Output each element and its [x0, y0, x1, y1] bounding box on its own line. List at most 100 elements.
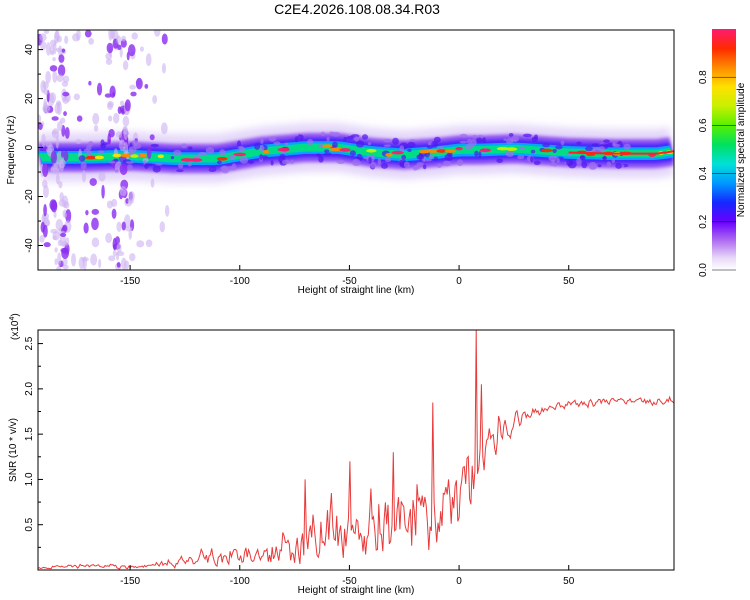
spectrogram-blob — [43, 185, 49, 198]
spectrogram-speckle — [108, 160, 116, 164]
spectrogram-speckle — [551, 159, 555, 165]
spectrogram-speckle — [368, 156, 372, 164]
spectrogram-speckle — [349, 150, 356, 157]
spectrogram-peak — [436, 149, 447, 153]
spectrogram-blob — [63, 150, 69, 162]
spectrogram-blob — [59, 160, 65, 172]
spectrogram-blob — [62, 91, 70, 97]
spectrogram-peak — [139, 153, 148, 158]
spectrogram-blob — [111, 208, 117, 219]
spectrogram-speckle — [407, 148, 412, 153]
spectrogram-blob — [91, 237, 100, 248]
spectrogram-speckle — [496, 158, 504, 163]
spectrogram-speckle — [603, 139, 610, 144]
spectrogram-speckle — [343, 136, 348, 141]
spectrogram-blob — [62, 75, 70, 83]
spectrogram-blob — [62, 224, 68, 232]
spectrogram-blob — [90, 253, 98, 266]
spectrogram-speckle — [268, 136, 276, 142]
spectrogram-blob — [65, 209, 72, 223]
spectrogram-speckle — [248, 160, 255, 164]
spectrogram-blob — [160, 122, 168, 135]
spectrogram-blob — [61, 247, 69, 260]
spectrogram-blob — [41, 133, 46, 148]
spectrogram-blob — [64, 212, 68, 218]
spectrogram-blob — [57, 35, 62, 43]
spectrogram-blob — [57, 64, 66, 77]
spectrogram-speckle — [482, 137, 486, 144]
spectrogram-speckle — [83, 148, 89, 153]
spectrogram-speckle — [567, 161, 577, 169]
spectrogram-blob — [122, 115, 130, 127]
spectrogram-speckle — [531, 136, 538, 142]
spectrogram-blob — [42, 104, 51, 113]
spectrogram-blob — [42, 224, 48, 238]
spectrogram-blob — [52, 167, 60, 175]
spectrogram-speckle — [367, 142, 372, 145]
spectrogram-speckle — [324, 149, 330, 153]
snr-x-label: Height of straight line (km) — [298, 585, 415, 596]
spectrogram-speckle — [355, 140, 365, 148]
spectrogram-blob — [52, 70, 58, 83]
spectrogram-speckle — [542, 143, 550, 148]
spectrogram-blob — [39, 235, 45, 243]
spectrogram-blob — [106, 42, 114, 54]
spectrogram-blob — [122, 60, 129, 71]
spectrogram-blob — [38, 114, 42, 123]
snr-frame — [37, 329, 675, 571]
spectrogram-speckle — [611, 158, 616, 163]
spectrogram-blob — [56, 121, 63, 131]
spectrogram-y-ticks: -40 -20 0 20 40 — [24, 44, 43, 271]
spectrogram-speckle — [423, 158, 432, 162]
spectrogram-blob — [106, 200, 113, 209]
spectrogram-heatmap — [38, 30, 674, 270]
spectrogram-speckle — [80, 161, 87, 170]
spectrogram-blob — [144, 83, 149, 89]
x-tick-label: 50 — [563, 276, 575, 287]
spectrogram-blob — [39, 33, 47, 42]
spectrogram-speckle — [127, 164, 133, 171]
spectrogram-blob — [54, 258, 58, 266]
spectrogram-blob — [58, 181, 63, 189]
y-tick-label: 2.5 — [24, 336, 35, 350]
spectrogram-speckle — [118, 144, 127, 147]
spectrogram-speckle — [548, 154, 558, 162]
spectrogram-blob — [63, 111, 67, 117]
spectrogram-blob — [60, 150, 64, 158]
spectrogram-blob — [61, 48, 66, 53]
colorbar-tick-label: 0.8 — [698, 70, 709, 84]
spectrogram-speckle — [383, 138, 392, 143]
spectrogram-blob — [58, 54, 65, 63]
x-tick-label: -150 — [120, 276, 140, 287]
spectrogram-blob — [120, 38, 127, 48]
spectrogram-speckle — [409, 139, 416, 143]
spectrogram-speckle — [187, 146, 193, 150]
spectrogram-speckle — [437, 146, 445, 150]
spectrogram-blob — [119, 47, 123, 58]
spectrogram-speckle — [239, 156, 249, 164]
spectrogram-blob — [161, 33, 168, 45]
spectrogram-blob — [115, 236, 120, 245]
spectrogram-blob — [164, 204, 170, 217]
spectrogram-blob — [127, 199, 134, 204]
spectrogram-speckle — [588, 161, 597, 170]
spectrogram-blob — [45, 42, 51, 56]
spectrogram-speckle — [238, 147, 246, 152]
spectrogram-blob — [139, 46, 144, 52]
spectrogram-speckle — [522, 133, 532, 138]
spectrogram-blob — [109, 85, 116, 98]
spectrogram-speckle — [205, 147, 215, 154]
spectrogram-peak — [157, 154, 164, 159]
y-tick-label: 1.0 — [24, 472, 35, 486]
spectrogram-speckle — [433, 156, 438, 161]
spectrogram-speckle — [222, 165, 228, 172]
spectrogram-blob — [40, 40, 47, 51]
spectrogram-speckle — [323, 152, 332, 156]
spectrogram-blob — [93, 124, 99, 132]
spectrogram-blob — [43, 30, 50, 34]
spectrogram-blob — [50, 200, 58, 213]
spectrogram-speckle — [556, 157, 560, 164]
spectrogram-speckle — [576, 157, 582, 165]
spectrogram-speckle — [329, 131, 335, 136]
spectrogram-panel: -150 -100 -50 0 50 -40 -20 0 20 40 Height of str… — [6, 29, 675, 296]
